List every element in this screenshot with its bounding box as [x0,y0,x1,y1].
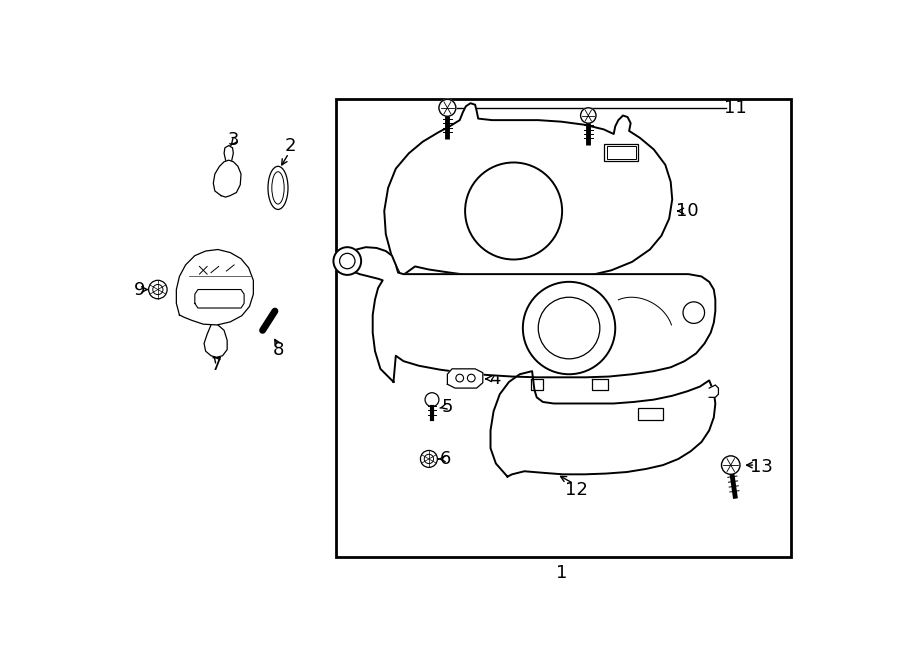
Bar [336,98,791,557]
Bar [638,408,663,420]
Circle shape [465,163,562,260]
Polygon shape [347,247,716,382]
Circle shape [333,247,361,275]
Polygon shape [447,369,482,388]
Polygon shape [530,379,543,389]
Polygon shape [592,379,608,389]
Polygon shape [176,249,254,325]
Text: 2: 2 [284,137,296,155]
Bar [605,144,638,161]
Circle shape [425,393,439,407]
Polygon shape [384,103,672,279]
Polygon shape [709,385,718,397]
Circle shape [439,99,456,116]
Text: 1: 1 [555,564,567,582]
Text: 6: 6 [440,450,452,468]
Ellipse shape [268,167,288,210]
Text: 11: 11 [724,98,747,117]
Text: 13: 13 [750,457,773,476]
Text: 4: 4 [490,370,501,388]
Polygon shape [194,290,244,308]
Text: 8: 8 [273,340,284,358]
Circle shape [420,450,437,467]
Bar [607,146,636,159]
Bar [638,408,663,420]
Text: 9: 9 [133,280,145,299]
Polygon shape [213,160,241,197]
Text: 7: 7 [211,356,222,374]
Text: 12: 12 [565,481,589,499]
Circle shape [523,282,616,374]
Text: 3: 3 [228,131,239,149]
Bar [605,144,638,161]
Circle shape [722,456,740,475]
Polygon shape [204,325,227,358]
Text: 10: 10 [676,202,699,220]
Text: 5: 5 [442,399,453,416]
Circle shape [148,280,167,299]
Polygon shape [491,371,716,477]
Polygon shape [224,145,233,160]
Circle shape [580,108,596,123]
